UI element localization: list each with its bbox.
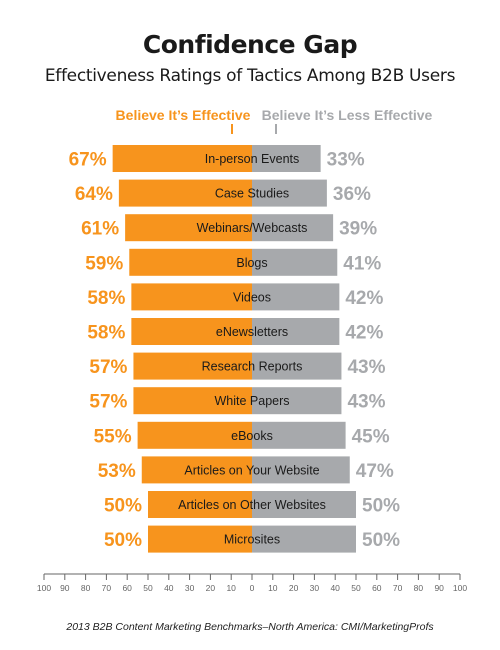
x-tick-label: 50	[143, 583, 153, 593]
chart-title: Confidence Gap	[142, 30, 358, 59]
x-tick-label: 0	[250, 583, 255, 593]
data-label-effective: 64%	[75, 184, 113, 205]
category-label: White Papers	[214, 394, 289, 408]
bar-less-effective	[252, 145, 321, 172]
data-label-less-effective: 42%	[345, 323, 383, 344]
bar-effective	[112, 145, 252, 172]
data-label-effective: 58%	[87, 323, 125, 344]
data-label-less-effective: 39%	[339, 219, 377, 240]
x-tick-label: 70	[393, 583, 403, 593]
x-tick-label: 100	[453, 583, 467, 593]
x-tick-label: 30	[310, 583, 320, 593]
data-label-effective: 50%	[104, 496, 142, 517]
data-label-less-effective: 50%	[362, 496, 400, 517]
x-tick-label: 80	[81, 583, 91, 593]
data-label-less-effective: 33%	[327, 150, 365, 171]
bar-effective	[148, 525, 252, 553]
legend-less-effective: Believe It’s Less Effective	[262, 107, 433, 123]
x-tick-label: 10	[226, 583, 236, 593]
x-tick-label: 60	[122, 583, 132, 593]
x-tick-label: 30	[185, 583, 195, 593]
bar-effective	[131, 283, 252, 311]
data-label-effective: 58%	[87, 288, 125, 309]
data-label-less-effective: 43%	[347, 357, 385, 378]
data-label-effective: 59%	[85, 253, 123, 274]
data-label-less-effective: 43%	[347, 392, 385, 413]
bar-effective	[148, 491, 252, 518]
data-label-effective: 57%	[89, 392, 127, 413]
data-label-effective: 57%	[89, 357, 127, 378]
bar-less-effective	[252, 214, 334, 242]
category-label: eBooks	[231, 429, 273, 443]
bar-less-effective	[252, 421, 346, 449]
bar-less-effective	[252, 456, 350, 484]
category-label: Videos	[233, 290, 271, 304]
data-label-less-effective: 50%	[362, 530, 400, 551]
bar-less-effective	[252, 179, 327, 207]
bar-effective	[137, 421, 252, 449]
x-tick-label: 50	[351, 583, 361, 593]
bar-less-effective	[252, 491, 356, 518]
category-label: Blogs	[236, 256, 267, 270]
x-tick-label: 20	[289, 583, 299, 593]
data-label-less-effective: 42%	[345, 288, 383, 309]
category-label: Webinars/Webcasts	[197, 221, 308, 235]
x-tick-label: 60	[372, 583, 382, 593]
category-label: In-person Events	[205, 152, 300, 166]
x-tick-label: 20	[206, 583, 216, 593]
data-label-effective: 67%	[69, 150, 107, 171]
bar-less-effective	[252, 283, 340, 311]
data-label-effective: 53%	[98, 461, 136, 482]
data-label-less-effective: 47%	[356, 461, 394, 482]
data-label-less-effective: 41%	[343, 253, 381, 274]
x-tick-label: 80	[414, 583, 424, 593]
bar-less-effective	[252, 352, 342, 380]
bar-effective	[141, 456, 252, 484]
bar-effective	[131, 318, 252, 345]
data-label-effective: 61%	[81, 219, 119, 240]
bar-less-effective	[252, 318, 340, 345]
bar-less-effective	[252, 387, 342, 415]
x-tick-label: 90	[60, 583, 70, 593]
bar-effective	[118, 179, 252, 207]
category-label: Articles on Other Websites	[178, 498, 326, 512]
bar-less-effective	[252, 525, 356, 553]
x-tick-label: 40	[164, 583, 174, 593]
data-label-less-effective: 45%	[352, 426, 390, 447]
bar-effective	[125, 214, 252, 242]
source-note: 2013 B2B Content Marketing Benchmarks–No…	[66, 621, 434, 633]
bar-effective	[133, 352, 252, 380]
legend-effective: Believe It’s Effective	[116, 107, 251, 123]
chart-subtitle: Effectiveness Ratings of Tactics Among B…	[44, 66, 456, 86]
x-tick-label: 10	[268, 583, 278, 593]
bar-less-effective	[252, 248, 338, 276]
category-label: eNewsletters	[216, 325, 288, 339]
bar-effective	[129, 248, 252, 276]
category-label: Articles on Your Website	[184, 463, 319, 477]
bar-effective	[133, 387, 252, 415]
data-label-less-effective: 36%	[333, 184, 371, 205]
x-tick-label: 100	[37, 583, 51, 593]
category-label: Case Studies	[215, 187, 289, 201]
x-tick-label: 70	[102, 583, 112, 593]
data-label-effective: 55%	[94, 426, 132, 447]
x-tick-label: 40	[330, 583, 340, 593]
x-tick-label: 90	[434, 583, 444, 593]
category-label: Microsites	[224, 533, 280, 547]
category-label: Research Reports	[202, 360, 303, 374]
data-label-effective: 50%	[104, 530, 142, 551]
